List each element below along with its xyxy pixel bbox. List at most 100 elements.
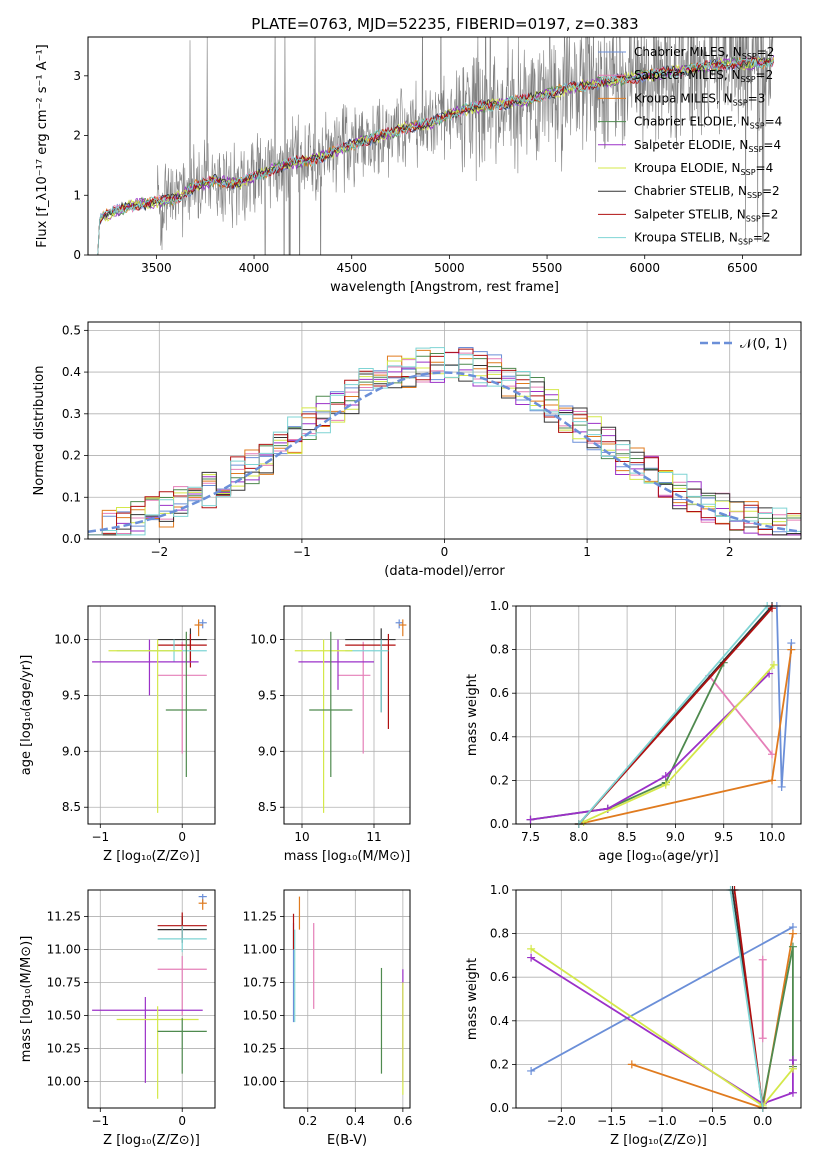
legend-text: Kroupa STELIB, N	[634, 231, 738, 245]
mass-vs-metallicity-panel: −1 0 10.00 10.25 10.50 10.75 11.00 11.25 Z [log₁…	[19, 889, 216, 1148]
weight-vs-metallicity-panel: −2.0 −1.5 −1.0 −0.5 0.0 0.0 0.2 0.4 0.6 0.8 1.0 Z […	[465, 883, 802, 1148]
weight-marker	[758, 955, 767, 964]
y-tick-label: 2	[73, 129, 81, 143]
legend-label: Kroupa MILES, NSSP=3	[634, 91, 765, 107]
y-tick-label: 10.25	[47, 1042, 81, 1056]
weight-marker	[527, 953, 536, 962]
weight-marker	[527, 944, 536, 953]
y-tick-label: 0.0	[62, 532, 81, 546]
axes-frame	[515, 605, 802, 825]
weight-marker	[787, 645, 796, 654]
legend-text: Salpeter STELIB, N	[634, 207, 746, 221]
axes-frame	[87, 889, 216, 1109]
x-tick-label: 0.2	[298, 1114, 317, 1128]
y-tick-label: 10.75	[47, 975, 81, 989]
y-tick-label: 9.0	[62, 744, 81, 758]
legend-subscript: SSP	[747, 191, 762, 200]
legend-text: Kroupa MILES, N	[634, 91, 733, 105]
weight-marker	[788, 1088, 797, 1097]
y-tick-label: 0.5	[62, 323, 81, 337]
age-vs-mass-panel: 10 11 8.5 9.0 9.5 10.0 mass [log₁₀(M/M⊙)]	[250, 605, 411, 864]
x-tick-label: 10.0	[759, 830, 786, 844]
legend-suffix: =2	[757, 45, 775, 59]
x-tick-label: 5000	[434, 261, 465, 275]
weight-marker	[768, 776, 777, 785]
x-tick-label: 9.5	[714, 830, 733, 844]
y-tick-label: 10.0	[54, 633, 81, 647]
y-axis-label: age [log₁₀(age/yr)]	[19, 655, 34, 776]
x-tick-label: 6500	[727, 261, 758, 275]
x-tick-label: 2	[726, 545, 734, 559]
x-tick-label: 6000	[629, 261, 660, 275]
y-tick-label: 9.5	[62, 688, 81, 702]
y-tick-label: 11.00	[243, 942, 277, 956]
y-tick-label: 0.0	[490, 1101, 509, 1115]
weight-marker	[527, 1066, 536, 1075]
x-tick-label: 0	[441, 545, 449, 559]
y-axis-label: Normed distribution	[32, 366, 47, 496]
y-tick-label: 0.4	[62, 365, 81, 379]
legend-suffix: =4	[765, 115, 783, 129]
legend-text: Kroupa ELODIE, N	[634, 161, 741, 175]
y-tick-label: 10.25	[243, 1042, 277, 1056]
x-tick-label: 10	[294, 830, 309, 844]
y-tick-label: 0	[73, 248, 81, 262]
weight-marker	[788, 1064, 797, 1073]
y-tick-label: 0.3	[62, 407, 81, 421]
y-tick-label: 0.1	[62, 490, 81, 504]
y-tick-label: 10.75	[243, 975, 277, 989]
y-tick-label: 10.00	[47, 1075, 81, 1089]
x-tick-label: −1.0	[647, 1114, 676, 1128]
x-tick-label: 4500	[336, 261, 367, 275]
y-axis-label: mass weight	[465, 674, 480, 756]
y-tick-label: 0.2	[490, 1057, 509, 1071]
y-tick-label: 11.25	[47, 909, 81, 923]
x-axis-label: Z [log₁₀(Z/Z⊙)]	[610, 1133, 707, 1148]
figure-title: PLATE=0763, MJD=52235, FIBERID=0197, z=0…	[251, 15, 638, 33]
y-tick-label: 11.00	[47, 942, 81, 956]
weight-marker	[661, 780, 670, 789]
y-tick-label: 0.4	[490, 1014, 509, 1028]
y-tick-label: 9.5	[258, 688, 277, 702]
x-tick-label: 3500	[141, 261, 172, 275]
weight-series-line	[530, 956, 794, 1105]
legend-suffix: =2	[756, 68, 774, 82]
weight-series-line	[530, 672, 770, 821]
x-axis-label: wavelength [Angstrom, rest frame]	[330, 280, 559, 295]
legend-label: 𝒩(0, 1)	[740, 337, 787, 352]
model-spectrum-line	[97, 57, 775, 255]
y-tick-label: 0.8	[490, 643, 509, 657]
legend-subscript: SSP	[741, 168, 756, 177]
legend-label: Chabrier STELIB, NSSP=2	[634, 184, 780, 200]
weight-marker	[768, 750, 777, 759]
x-axis-label: E(B-V)	[327, 1133, 367, 1148]
axes-frame	[283, 889, 411, 1109]
legend-label: Salpeter STELIB, NSSP=2	[634, 207, 778, 223]
axes-frame	[87, 605, 216, 825]
y-tick-label: 10.00	[243, 1075, 277, 1089]
legend-subscript: SSP	[738, 238, 753, 247]
x-tick-label: 9.0	[666, 830, 685, 844]
x-tick-label: 4000	[239, 261, 270, 275]
weight-marker	[627, 1060, 636, 1069]
x-tick-label: −1.5	[597, 1114, 626, 1128]
x-tick-label: 11	[366, 830, 381, 844]
axes-frame	[515, 889, 802, 1109]
x-axis-label: Z [log₁₀(Z/Z⊙)]	[103, 1133, 200, 1148]
x-tick-label: −1	[91, 1114, 109, 1128]
x-tick-label: 5500	[532, 261, 563, 275]
y-tick-label: 0.6	[490, 686, 509, 700]
legend-subscript: SSP	[741, 75, 756, 84]
weight-marker	[788, 929, 797, 938]
legend-suffix: =2	[761, 207, 779, 221]
y-tick-label: 1	[73, 188, 81, 202]
weight-series-line	[578, 606, 768, 824]
x-axis-label: age [log₁₀(age/yr)]	[598, 849, 719, 864]
x-tick-label: 0.6	[393, 1114, 412, 1128]
x-tick-label: 8.5	[618, 830, 637, 844]
y-axis-label: mass weight	[465, 958, 480, 1040]
y-tick-label: 0.2	[62, 449, 81, 463]
axes-frame	[87, 321, 802, 540]
x-tick-label: 7.5	[521, 830, 540, 844]
